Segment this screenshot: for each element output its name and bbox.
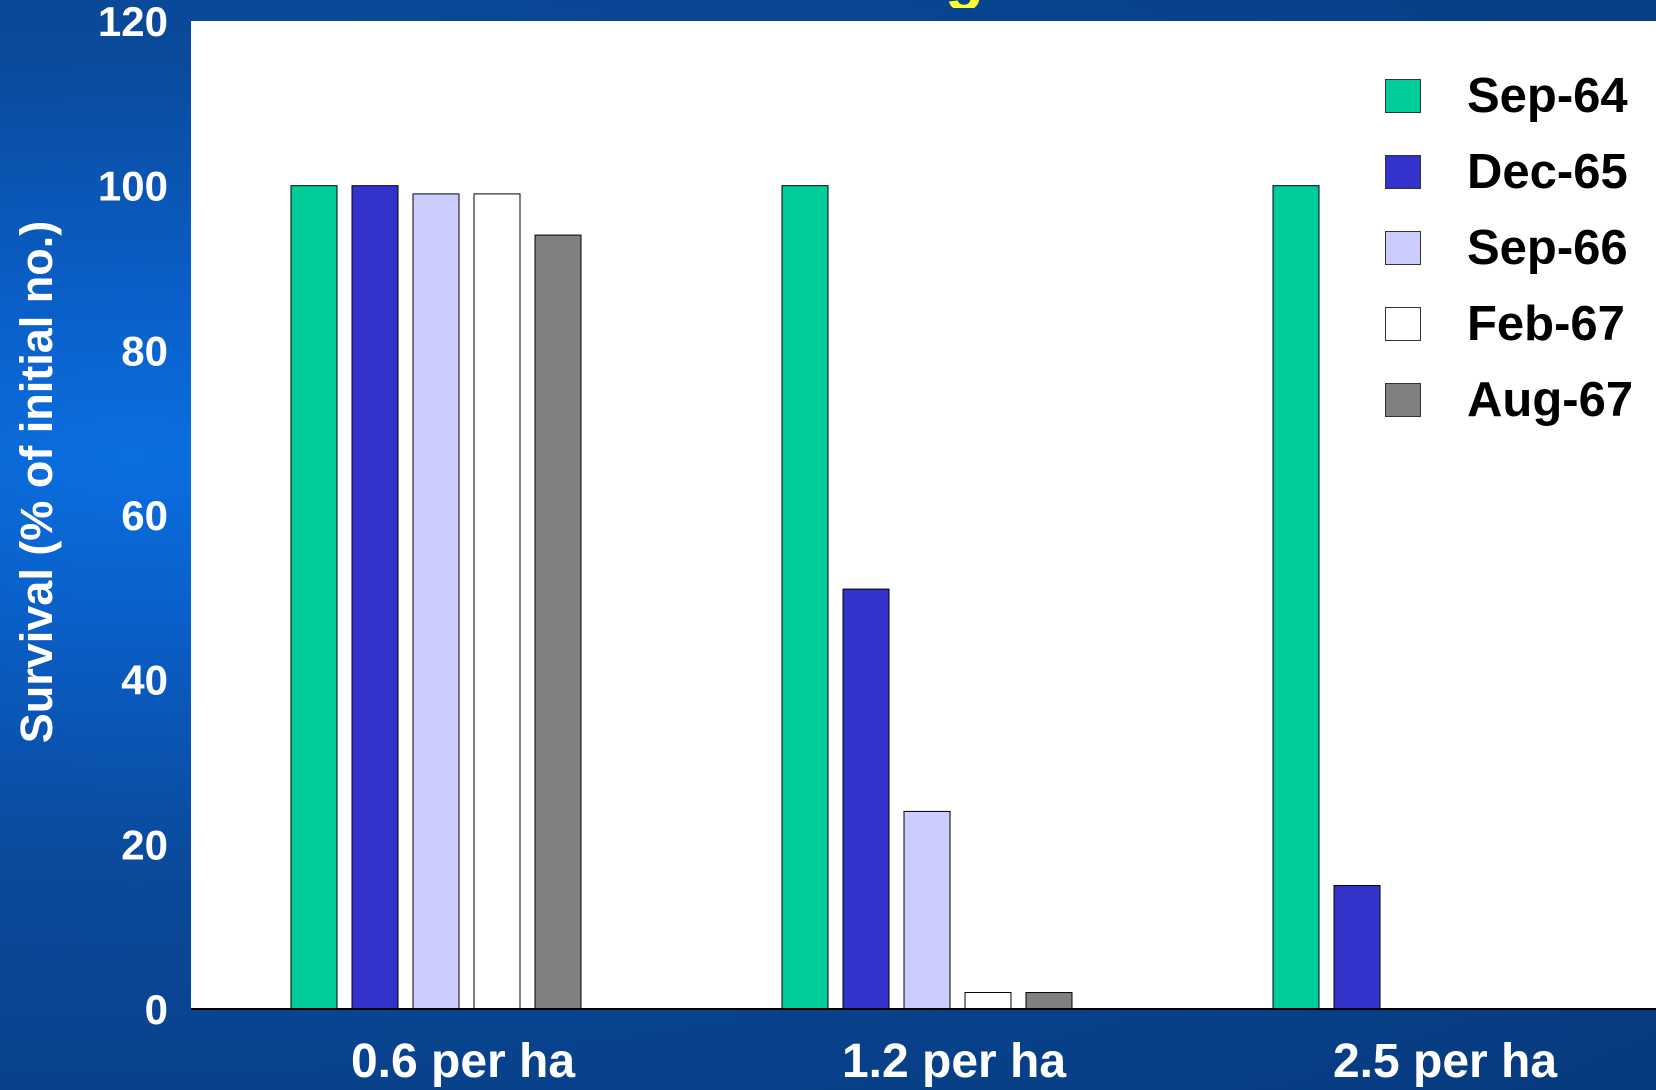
legend-item: Feb-67 — [1385, 286, 1633, 362]
bar-aug-67-2 — [1025, 992, 1073, 1010]
y-tick-labels: 0 20 40 60 80 100 120 — [98, 0, 168, 1033]
title-fragment: g — [945, 0, 1005, 8]
legend-label: Dec-65 — [1467, 144, 1628, 199]
bar-dec-65-3 — [1333, 885, 1381, 1010]
bars-group — [290, 185, 1381, 1010]
bar-dec-65-2 — [842, 588, 890, 1010]
y-tick-60: 60 — [121, 492, 168, 539]
legend-item: Sep-64 — [1385, 58, 1633, 134]
legend-label: Sep-64 — [1467, 68, 1628, 123]
bar-sep-64-2 — [781, 185, 829, 1010]
y-tick-40: 40 — [121, 657, 168, 704]
bar-sep-64-1 — [290, 185, 338, 1010]
y-tick-80: 80 — [121, 327, 168, 374]
legend-swatch — [1385, 155, 1421, 189]
x-tick-label: 2.5 per ha — [1333, 1035, 1557, 1088]
legend-label: Feb-67 — [1467, 296, 1625, 351]
x-tick-label: 1.2 per ha — [842, 1035, 1066, 1088]
legend-label: Sep-66 — [1467, 220, 1628, 275]
bar-aug-67-1 — [534, 234, 582, 1010]
legend-item: Aug-67 — [1385, 362, 1633, 438]
bar-feb-67-1 — [473, 193, 521, 1010]
x-tick-labels: 0.6 per ha 1.2 per ha 2.5 per ha — [351, 1035, 1557, 1088]
legend-item: Dec-65 — [1385, 134, 1633, 210]
y-axis-label: Survival (% of initial no.) — [11, 221, 62, 744]
bar-feb-67-2 — [964, 992, 1012, 1010]
legend-label: Aug-67 — [1467, 372, 1634, 427]
y-tick-0: 0 — [145, 986, 168, 1033]
legend-swatch — [1385, 383, 1421, 417]
legend-swatch — [1385, 307, 1421, 341]
y-tick-120: 120 — [98, 0, 168, 45]
bar-sep-66-2 — [903, 810, 951, 1010]
bar-dec-65-1 — [351, 185, 399, 1010]
legend-swatch — [1385, 231, 1421, 265]
y-tick-20: 20 — [121, 821, 168, 868]
legend: Sep-64 Dec-65 Sep-66 Feb-67 Aug-67 — [1385, 58, 1633, 438]
y-tick-100: 100 — [98, 163, 168, 210]
bar-sep-66-1 — [412, 193, 460, 1010]
legend-swatch — [1385, 79, 1421, 113]
legend-item: Sep-66 — [1385, 210, 1633, 286]
x-tick-label: 0.6 per ha — [351, 1035, 575, 1088]
bar-sep-64-3 — [1272, 185, 1320, 1010]
